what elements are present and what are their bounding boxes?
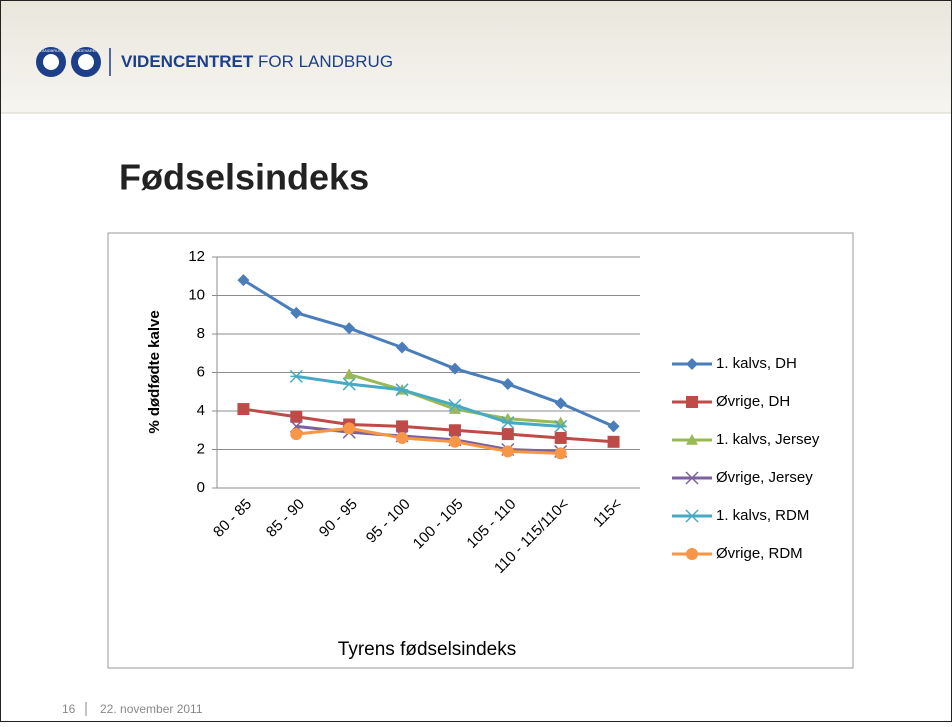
marker [501,428,514,441]
marker [290,428,303,441]
y-tick-label: 0 [197,479,205,496]
marker [554,431,567,444]
logo-hole [78,54,94,70]
marker [396,341,409,354]
logo-hole [43,54,59,70]
marker [554,447,567,460]
marker [237,403,250,416]
marker [343,422,356,435]
legend-label: 1. kalvs, DH [716,355,797,372]
series-line [242,278,615,428]
x-axis-title: Tyrens fødselsindeks [338,639,516,660]
legend-label: Øvrige, Jersey [716,469,813,486]
brand-bold: VIDENCENTRET [121,52,254,71]
brand-rest: FOR LANDBRUG [258,52,393,71]
y-tick-label: 10 [188,286,205,303]
marker [448,435,461,448]
marker [554,397,567,410]
legend-label: Øvrige, RDM [716,545,803,562]
y-tick-label: 6 [197,363,205,380]
marker [607,435,620,448]
marker [396,420,409,433]
marker [686,548,698,560]
marker [501,378,514,391]
marker [396,431,409,444]
slide-title: Fødselsindeks [119,157,369,198]
marker [290,306,303,319]
logo-text: FØDEVARER [74,48,99,53]
marker [686,358,698,370]
marker [290,410,303,423]
y-axis-title: % dødfødte kalve [146,310,163,433]
marker [554,419,568,433]
brand: VIDENCENTRET FOR LANDBRUG [121,52,393,71]
logo-text: LANDBRUG [40,48,62,53]
marker [686,434,698,445]
marker [607,420,620,433]
marker [395,383,409,397]
marker [685,509,699,523]
marker [686,396,698,408]
footer-date: 22. november 2011 [100,702,203,716]
y-tick-label: 4 [197,402,205,419]
y-tick-label: 12 [188,248,205,265]
marker [554,416,567,428]
marker [343,322,356,335]
legend-label: Øvrige, DH [716,393,790,410]
page-number: 16 [62,702,76,716]
y-tick-label: 2 [197,440,205,457]
marker [342,377,356,391]
marker [685,471,699,485]
marker [448,362,461,375]
marker [501,445,514,458]
header-band [1,1,951,113]
marker [448,424,461,437]
y-tick-label: 8 [197,325,205,342]
marker [501,416,515,430]
marker [448,403,461,414]
series-line [243,407,614,444]
series-line [296,424,561,453]
chart-frame [107,232,854,669]
legend-label: 1. kalvs, Jersey [716,431,820,448]
marker [448,398,462,412]
series-line [296,374,561,428]
legend-label: 1. kalvs, RDM [716,507,809,524]
marker [237,274,250,287]
marker [343,368,356,380]
series-line [296,426,561,455]
marker [289,369,303,383]
